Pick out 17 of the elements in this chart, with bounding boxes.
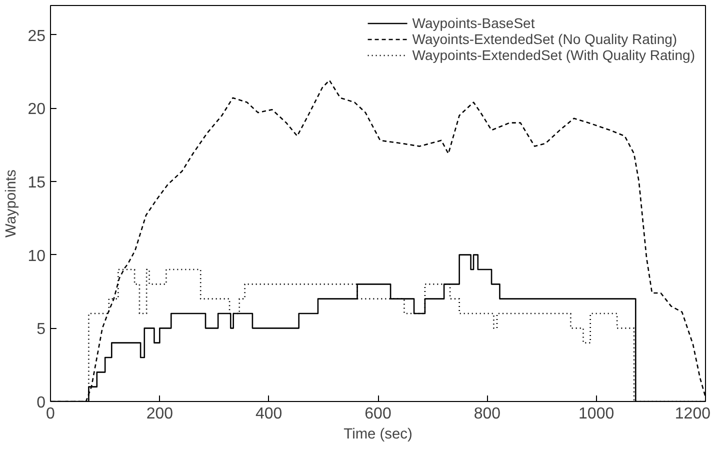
y-tick-label: 15 [28,174,46,192]
y-tick-label: 20 [28,101,46,118]
y-axis-title: Waypoints [4,170,20,238]
y-tick-label: 0 [36,394,46,412]
legend-label: Waypoints-ExtendedSet (With Quality Rating) [412,47,695,63]
y-tick-label: 10 [28,248,46,265]
y-tick-label: 25 [28,28,46,45]
x-axis-title: Time (sec) [344,426,412,442]
x-tick-label: 1000 [578,406,614,422]
y-tick-label: 5 [36,321,46,338]
x-tick-label: 800 [474,406,501,422]
legend-label: Waypoints-BaseSet [412,15,535,31]
x-tick-label: 600 [364,406,392,422]
legend-label: Wayoints-ExtendedSet (No Quality Rating) [412,31,678,47]
x-tick-label: 400 [255,406,282,422]
x-tick-label: 200 [146,406,174,422]
x-tick-label: 1200 [674,406,711,422]
